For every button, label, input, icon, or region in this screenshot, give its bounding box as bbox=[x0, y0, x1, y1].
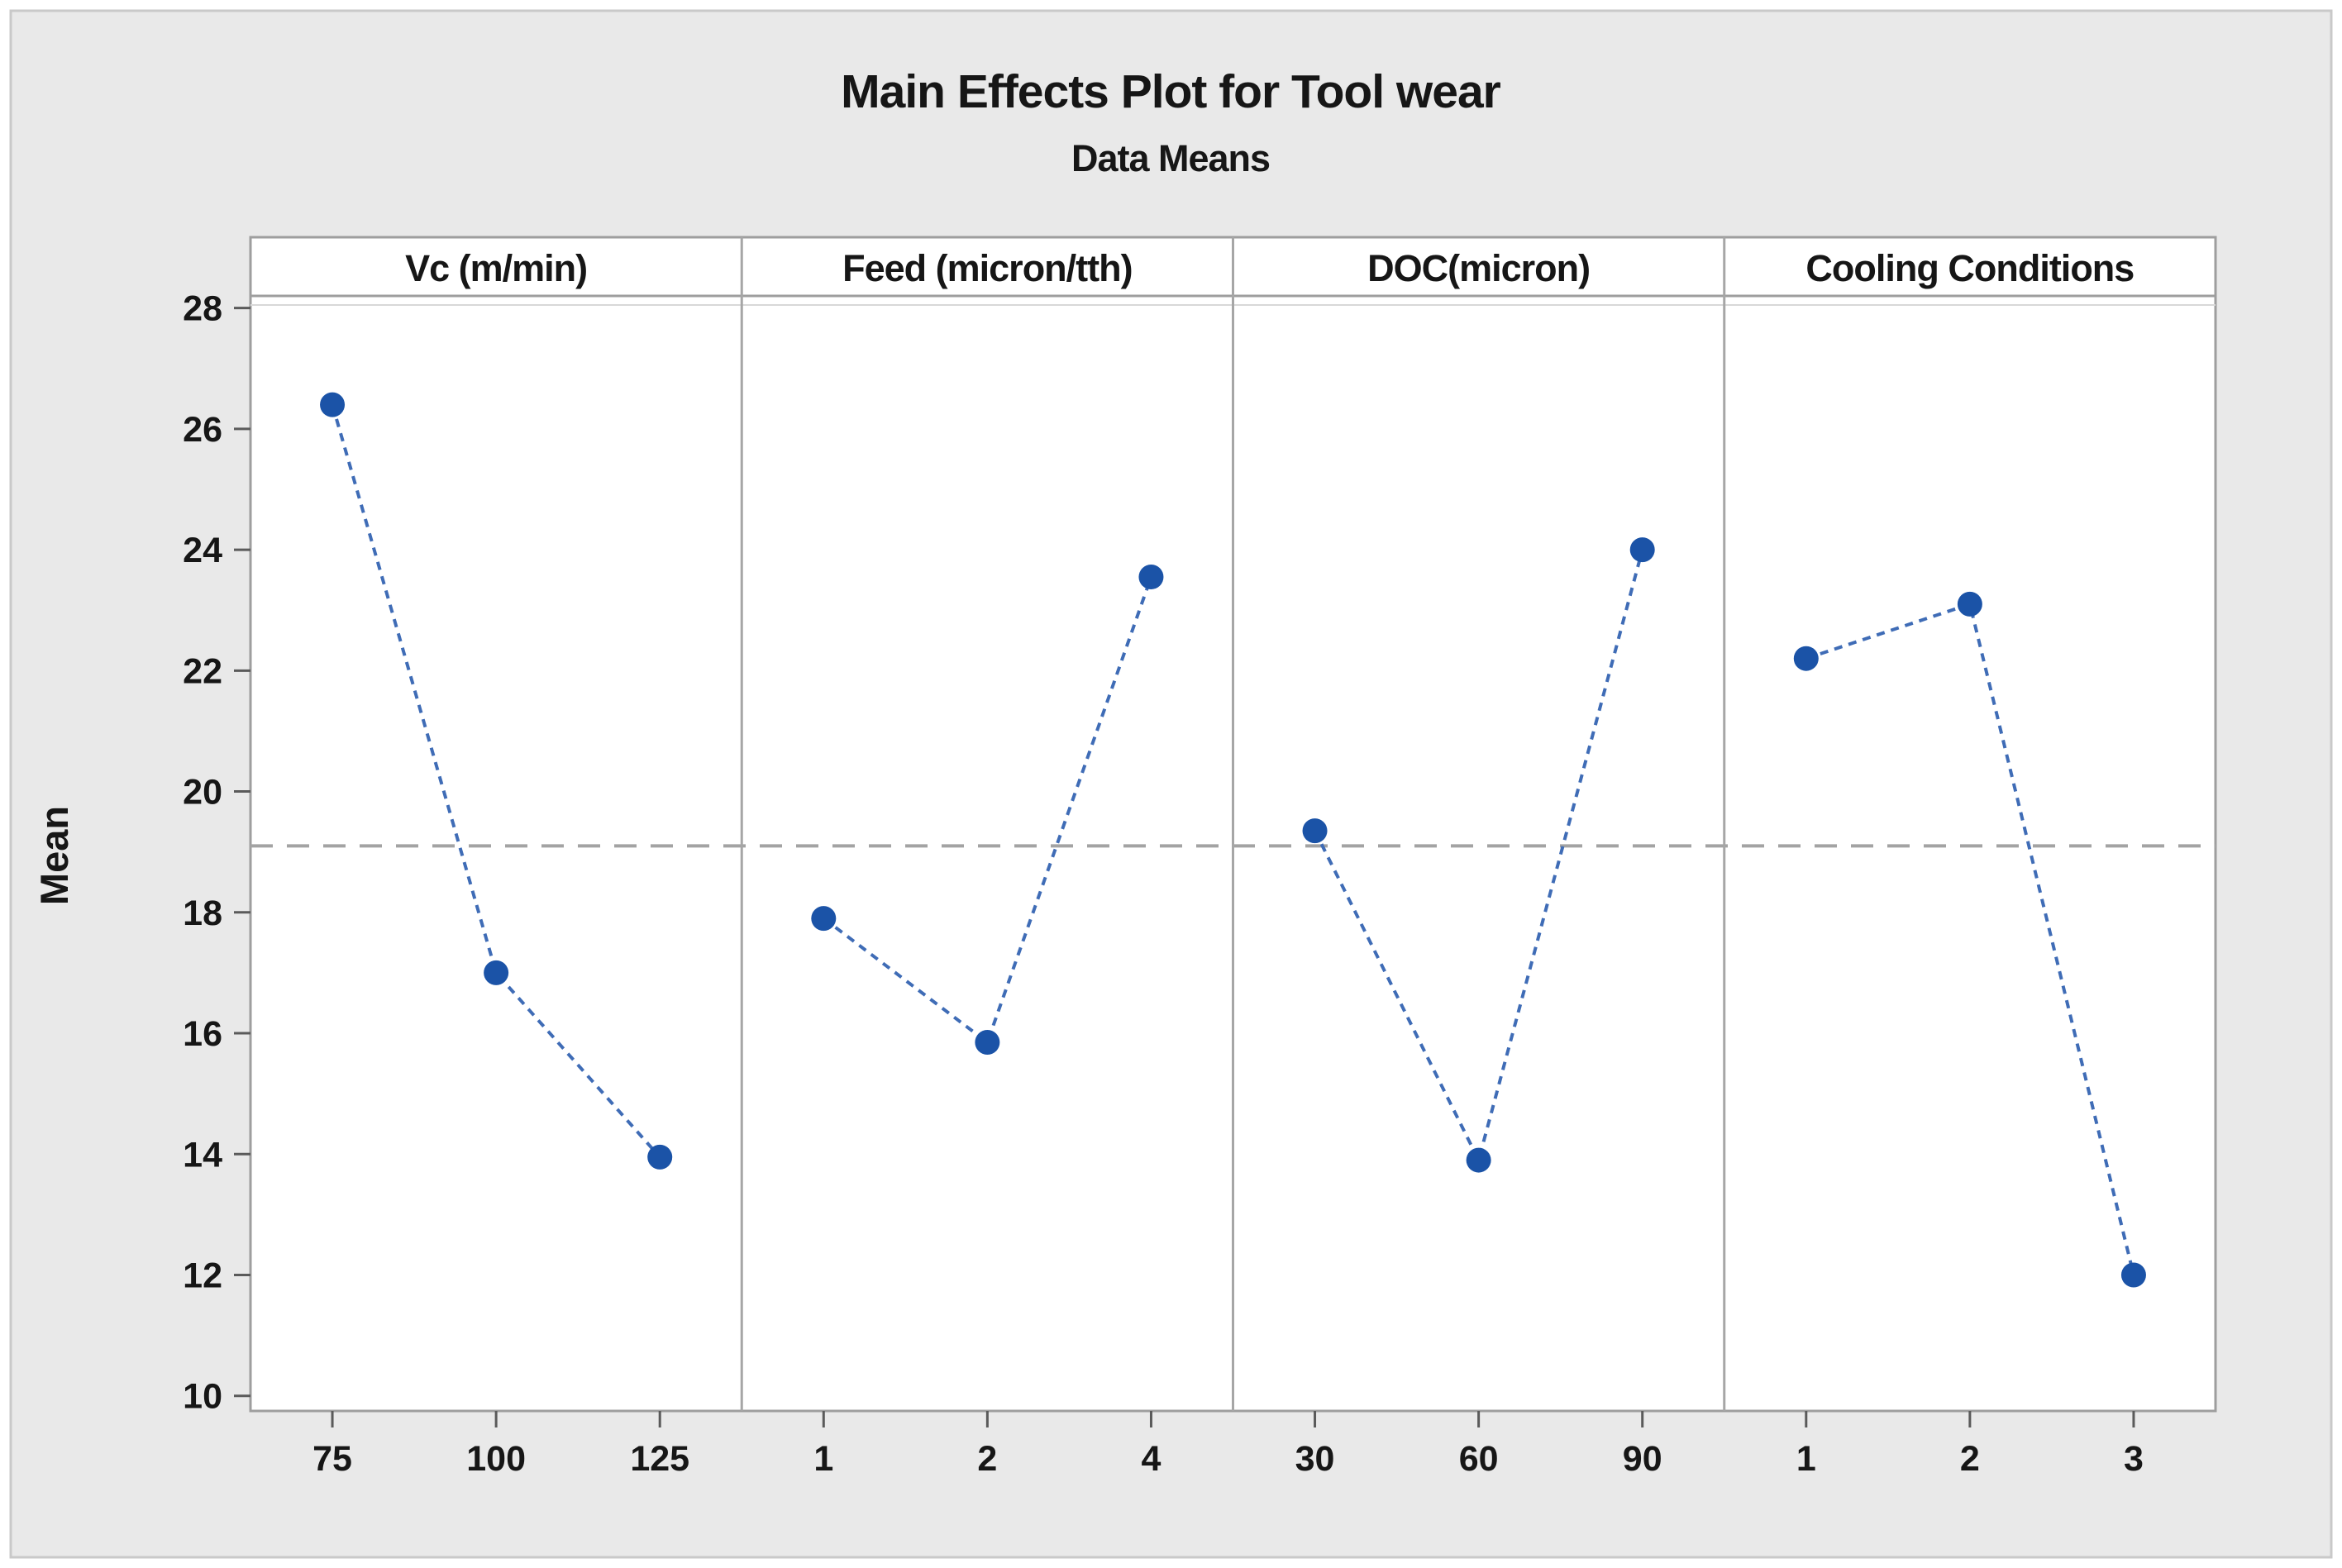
y-tick-label: 16 bbox=[183, 1014, 222, 1054]
x-tick-label: 1 bbox=[1796, 1439, 1816, 1479]
series-line bbox=[1313, 549, 1644, 1165]
data-point bbox=[975, 1029, 1000, 1055]
data-point bbox=[811, 906, 837, 932]
data-point bbox=[2120, 1262, 2146, 1288]
panel-label: DOC(micron) bbox=[1367, 247, 1590, 289]
data-point bbox=[1138, 564, 1164, 589]
data-point bbox=[1629, 537, 1655, 563]
x-tick-label: 2 bbox=[1960, 1439, 1980, 1479]
y-tick-label: 12 bbox=[183, 1256, 222, 1295]
chart-subtitle: Data Means bbox=[1071, 137, 1270, 179]
data-point bbox=[1466, 1147, 1491, 1173]
x-tick-label: 1 bbox=[813, 1439, 833, 1479]
panel-label: Cooling Conditions bbox=[1805, 247, 2134, 289]
x-tick-label: 125 bbox=[630, 1439, 689, 1479]
data-point bbox=[1793, 646, 1819, 671]
chart-title: Main Effects Plot for Tool wear bbox=[841, 65, 1501, 118]
panel-label: Vc (m/min) bbox=[405, 247, 587, 289]
x-tick-label: 30 bbox=[1295, 1439, 1335, 1479]
y-tick-label: 14 bbox=[183, 1135, 222, 1175]
data-point bbox=[1302, 818, 1328, 844]
x-tick-label: 3 bbox=[2124, 1439, 2144, 1479]
series-line bbox=[331, 404, 661, 1159]
data-point bbox=[484, 960, 509, 985]
x-tick-label: 100 bbox=[466, 1439, 526, 1479]
y-tick-label: 20 bbox=[183, 773, 222, 813]
data-point bbox=[647, 1144, 673, 1170]
y-tick-label: 10 bbox=[183, 1377, 222, 1417]
y-tick-label: 26 bbox=[183, 410, 222, 450]
panel-label: Feed (micron/tth) bbox=[842, 247, 1133, 289]
data-point bbox=[320, 392, 346, 417]
x-tick-label: 90 bbox=[1623, 1439, 1662, 1479]
data-point bbox=[1957, 591, 1982, 617]
x-tick-label: 2 bbox=[977, 1439, 997, 1479]
y-axis-label: Mean bbox=[32, 806, 76, 905]
y-tick-label: 22 bbox=[183, 651, 222, 691]
series-line bbox=[1805, 602, 2135, 1275]
x-tick-label: 4 bbox=[1141, 1439, 1161, 1479]
y-tick-label: 24 bbox=[183, 531, 222, 570]
x-tick-label: 75 bbox=[312, 1439, 352, 1479]
x-tick-label: 60 bbox=[1459, 1439, 1499, 1479]
y-tick-label: 18 bbox=[183, 894, 222, 933]
y-tick-label: 28 bbox=[183, 289, 222, 329]
